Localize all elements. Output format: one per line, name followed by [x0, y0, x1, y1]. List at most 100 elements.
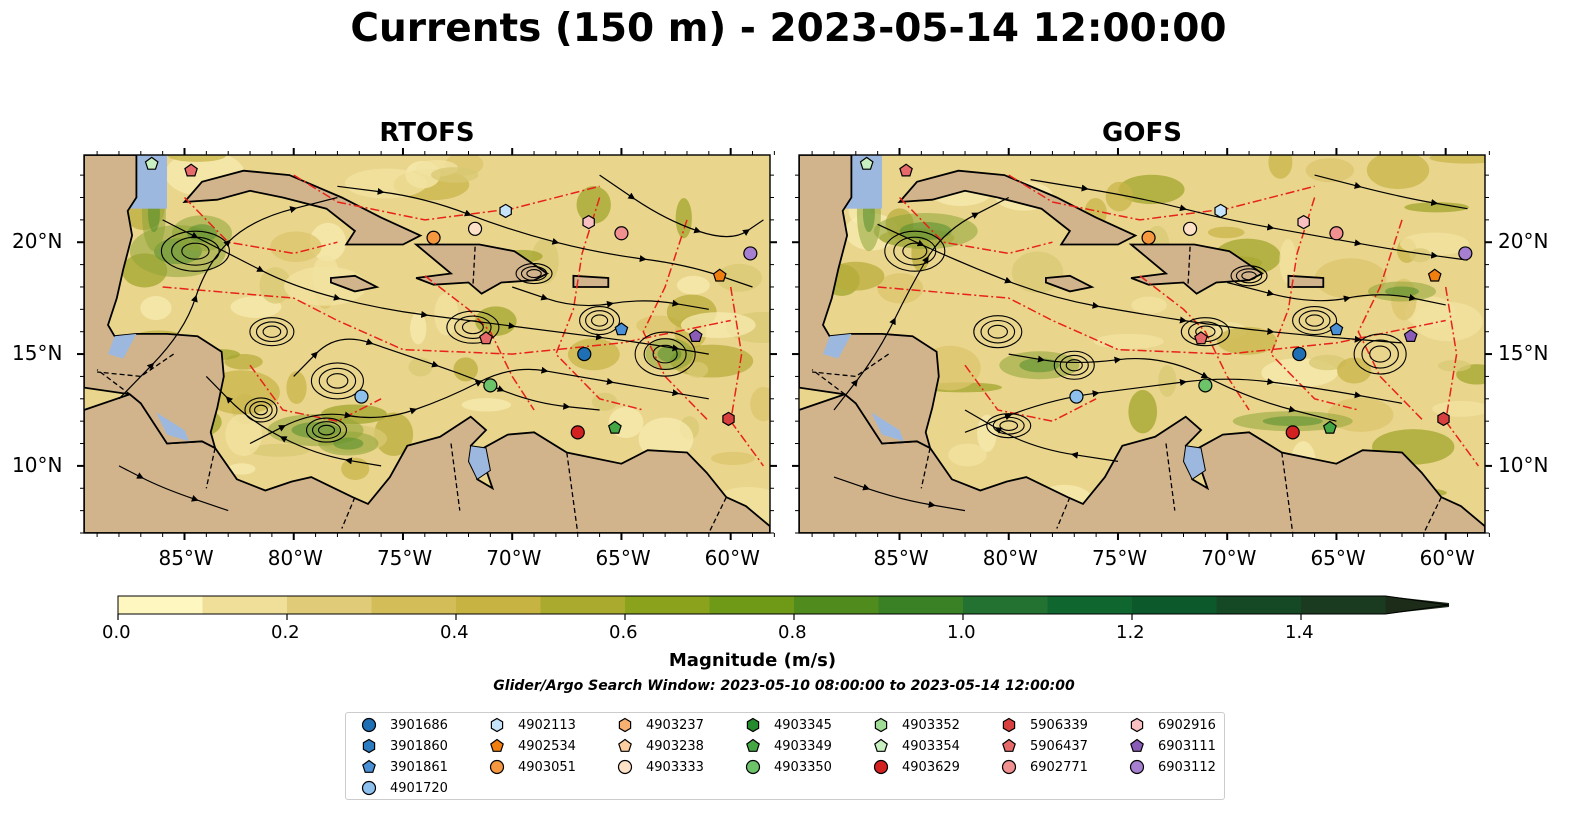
colorbar-tick-label: 0.8 — [778, 622, 807, 643]
legend-marker-hexagon-icon — [618, 717, 632, 733]
land-mass — [329, 274, 380, 293]
eddy-streamline — [1305, 314, 1324, 327]
float-marker-4903051 — [426, 230, 441, 245]
legend-marker-hexagon-icon — [874, 717, 888, 733]
eddy-streamline — [249, 317, 295, 347]
legend-marker — [618, 738, 632, 752]
lat-tick-label-left: 20°N — [12, 229, 63, 254]
colorbar-segment — [202, 596, 288, 614]
legend-item: 4903333 — [616, 757, 704, 777]
country-border — [566, 452, 579, 533]
country-border — [920, 447, 931, 489]
current-magnitude-patch — [1413, 301, 1483, 342]
float-marker-4902534 — [1427, 268, 1442, 282]
current-magnitude-patch — [374, 412, 414, 457]
lat-tick-label-left: 15°N — [12, 341, 63, 366]
country-border — [1165, 443, 1176, 511]
float-marker-5906437 — [479, 331, 493, 345]
float-marker-4903333 — [467, 221, 483, 236]
legend-marker — [874, 738, 888, 752]
legend-label: 6903111 — [1158, 738, 1216, 754]
colorbar-tick-label: 1.4 — [1285, 622, 1314, 643]
float-marker-3901686 — [577, 346, 592, 362]
legend-label: 5906437 — [1030, 738, 1088, 754]
country-border — [97, 353, 174, 378]
map-frame — [798, 154, 1486, 534]
legend-label: 3901686 — [390, 717, 448, 733]
current-magnitude-patch — [1207, 226, 1245, 239]
current-magnitude-patch — [1093, 333, 1164, 350]
land-mass — [84, 393, 770, 533]
land-mass — [84, 155, 225, 450]
float-marker-5906339 — [722, 411, 735, 427]
eez-boundary — [293, 174, 600, 221]
lon-tick-label: 85°W — [158, 546, 214, 570]
colorbar-segment — [625, 596, 710, 614]
country-border — [1281, 452, 1294, 533]
eddy-streamline — [160, 230, 230, 272]
legend-marker — [1130, 738, 1144, 752]
colorbar-segment — [1132, 596, 1217, 614]
current-magnitude-patch — [227, 463, 256, 475]
legend-marker — [874, 717, 888, 733]
legend-marker-circle-icon — [873, 759, 889, 775]
float-marker-4903629 — [1285, 425, 1300, 440]
land-mass — [1128, 243, 1264, 295]
eez-boundary — [1139, 275, 1250, 411]
legend-marker-pentagon-icon — [874, 738, 888, 752]
legend-item: 4901720 — [360, 778, 448, 798]
current-magnitude-patch — [675, 198, 692, 239]
legend-marker — [617, 759, 633, 775]
eddy-streamline — [1369, 345, 1392, 363]
eddy-streamline — [973, 315, 1023, 349]
country-border — [472, 246, 476, 288]
current-magnitude-patch — [430, 167, 479, 183]
legend-label: 4903345 — [774, 717, 832, 733]
eddy-streamline — [305, 417, 348, 443]
eddy-streamline — [317, 424, 336, 436]
float-marker-5906437 — [899, 163, 913, 177]
current-magnitude-patch — [1131, 296, 1168, 314]
country-border — [812, 353, 889, 378]
colorbar-segment — [1216, 596, 1302, 614]
eddy-streamline — [254, 404, 268, 416]
current-magnitude-patch — [259, 267, 292, 304]
streamline — [1227, 281, 1446, 306]
country-border — [96, 369, 131, 395]
eddy-streamline — [643, 338, 687, 371]
current-jet-core — [1262, 416, 1323, 427]
lon-tick-label: 60°W — [1419, 546, 1475, 570]
float-marker-6902771 — [614, 226, 629, 241]
colorbar-segment — [371, 596, 457, 614]
legend-label: 6902916 — [1158, 717, 1216, 733]
legend-item: 4902534 — [488, 736, 576, 756]
legend-label: 6902771 — [1030, 759, 1088, 775]
float-marker-4903354 — [144, 156, 159, 170]
eddy-streamline — [1053, 350, 1095, 380]
legend-label: 4902113 — [518, 717, 576, 733]
eddy-streamline — [526, 268, 542, 279]
current-magnitude-patch — [410, 312, 427, 345]
lon-tick-label: 80°W — [982, 546, 1038, 570]
eez-boundary — [642, 219, 710, 422]
legend-marker-hexagon-icon — [746, 717, 760, 733]
legend-marker — [489, 759, 505, 775]
eez-boundary — [1357, 219, 1425, 422]
float-marker-4902534 — [712, 268, 727, 282]
lon-tick-label: 75°W — [376, 546, 433, 570]
current-magnitude-patch — [676, 275, 710, 295]
lon-tick-label: 75°W — [1091, 546, 1148, 570]
lat-tick-label-right: 20°N — [1498, 229, 1549, 254]
streamline — [964, 409, 1119, 462]
current-magnitude-patch — [1437, 359, 1471, 372]
streamline — [162, 219, 709, 355]
land-mass — [799, 155, 940, 450]
legend-label: 4903350 — [774, 759, 832, 775]
current-magnitude-patch — [948, 443, 987, 467]
eddy-streamline — [171, 236, 220, 266]
legend-item: 3901861 — [360, 757, 448, 777]
legend-item: 4903354 — [872, 736, 960, 756]
legend-marker-circle-icon — [617, 759, 633, 775]
land-mass — [897, 169, 1138, 246]
colorbar-tick-label: 0.2 — [271, 622, 300, 643]
